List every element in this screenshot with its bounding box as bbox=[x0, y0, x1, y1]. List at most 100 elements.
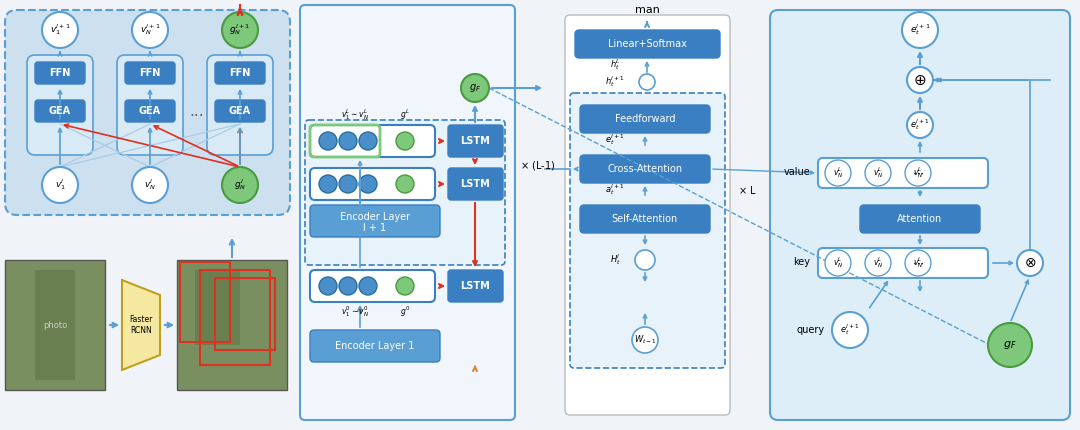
Circle shape bbox=[905, 250, 931, 276]
Circle shape bbox=[42, 12, 78, 48]
Text: GEA: GEA bbox=[49, 106, 71, 116]
Text: value: value bbox=[783, 167, 810, 177]
Text: FFN: FFN bbox=[50, 68, 70, 78]
Text: $v_N^L$: $v_N^L$ bbox=[913, 166, 923, 181]
Text: $v_N^L$: $v_N^L$ bbox=[833, 166, 843, 181]
Text: $g_F$: $g_F$ bbox=[469, 82, 481, 94]
FancyBboxPatch shape bbox=[580, 155, 710, 183]
Circle shape bbox=[339, 175, 357, 193]
Text: $h_t^{l+1}$: $h_t^{l+1}$ bbox=[605, 74, 625, 89]
FancyBboxPatch shape bbox=[207, 55, 273, 155]
Text: photo: photo bbox=[43, 320, 67, 329]
Text: Self-Attention: Self-Attention bbox=[612, 214, 678, 224]
Circle shape bbox=[825, 160, 851, 186]
Text: $e_t^{l+1}$: $e_t^{l+1}$ bbox=[909, 22, 931, 37]
Circle shape bbox=[865, 250, 891, 276]
Text: $\times$ L: $\times$ L bbox=[738, 184, 757, 196]
FancyBboxPatch shape bbox=[27, 55, 93, 155]
FancyBboxPatch shape bbox=[310, 270, 435, 302]
Circle shape bbox=[632, 327, 658, 353]
Bar bbox=[195, 270, 240, 345]
Circle shape bbox=[988, 323, 1032, 367]
FancyBboxPatch shape bbox=[310, 330, 440, 362]
Text: $\cdots$: $\cdots$ bbox=[913, 258, 923, 268]
Text: $g_N^l$: $g_N^l$ bbox=[234, 178, 246, 193]
FancyBboxPatch shape bbox=[125, 62, 175, 84]
Circle shape bbox=[319, 277, 337, 295]
FancyBboxPatch shape bbox=[448, 168, 503, 200]
FancyBboxPatch shape bbox=[580, 205, 710, 233]
Circle shape bbox=[461, 74, 489, 102]
FancyBboxPatch shape bbox=[5, 10, 291, 215]
Circle shape bbox=[396, 175, 414, 193]
Circle shape bbox=[359, 132, 377, 150]
FancyBboxPatch shape bbox=[770, 10, 1070, 420]
Text: Encoder Layer: Encoder Layer bbox=[340, 212, 410, 222]
Text: FFN: FFN bbox=[229, 68, 251, 78]
FancyBboxPatch shape bbox=[117, 55, 183, 155]
Circle shape bbox=[1017, 250, 1043, 276]
Text: GEA: GEA bbox=[229, 106, 251, 116]
Text: $v_N^l$: $v_N^l$ bbox=[144, 178, 156, 193]
FancyBboxPatch shape bbox=[310, 205, 440, 237]
Text: $g_N^{l+1}$: $g_N^{l+1}$ bbox=[229, 22, 251, 37]
Bar bbox=[5, 260, 105, 390]
Text: LSTM: LSTM bbox=[460, 136, 490, 146]
Text: $v_1^l$: $v_1^l$ bbox=[55, 178, 66, 193]
Text: $\times$ (L-1): $\times$ (L-1) bbox=[519, 159, 555, 172]
FancyBboxPatch shape bbox=[570, 93, 725, 368]
Text: $H_t^l$: $H_t^l$ bbox=[609, 252, 620, 267]
Text: man: man bbox=[635, 5, 660, 15]
FancyBboxPatch shape bbox=[818, 248, 988, 278]
Text: $v_N^L$: $v_N^L$ bbox=[833, 255, 843, 270]
Circle shape bbox=[832, 312, 868, 348]
Text: $\cdots$: $\cdots$ bbox=[913, 168, 923, 178]
FancyBboxPatch shape bbox=[305, 120, 505, 265]
FancyBboxPatch shape bbox=[35, 100, 85, 122]
FancyBboxPatch shape bbox=[35, 62, 85, 84]
Text: $v_1^0 \sim v_N^0$: $v_1^0 \sim v_N^0$ bbox=[341, 304, 369, 319]
Text: $g^L$: $g^L$ bbox=[400, 108, 410, 122]
Bar bbox=[215, 278, 275, 350]
Text: $W_{t-1}$: $W_{t-1}$ bbox=[634, 334, 657, 346]
Bar bbox=[200, 270, 270, 365]
Text: $e_t^{l+1}$: $e_t^{l+1}$ bbox=[840, 322, 860, 338]
Text: $v_1^L \sim v_N^L$: $v_1^L \sim v_N^L$ bbox=[341, 108, 369, 123]
Text: $v_N^L$: $v_N^L$ bbox=[913, 255, 923, 270]
Text: l + 1: l + 1 bbox=[364, 223, 387, 233]
Circle shape bbox=[42, 167, 78, 203]
Bar bbox=[35, 270, 75, 380]
Circle shape bbox=[635, 250, 654, 270]
Circle shape bbox=[905, 160, 931, 186]
Circle shape bbox=[319, 175, 337, 193]
Circle shape bbox=[396, 132, 414, 150]
Polygon shape bbox=[122, 280, 160, 370]
Text: $g^0$: $g^0$ bbox=[400, 305, 410, 319]
Text: $a_t^{l+1}$: $a_t^{l+1}$ bbox=[605, 183, 624, 197]
Circle shape bbox=[222, 12, 258, 48]
Text: ...: ... bbox=[190, 104, 204, 119]
FancyBboxPatch shape bbox=[215, 100, 265, 122]
FancyBboxPatch shape bbox=[580, 105, 710, 133]
Circle shape bbox=[865, 160, 891, 186]
Circle shape bbox=[396, 277, 414, 295]
Text: $v_N^{l+1}$: $v_N^{l+1}$ bbox=[139, 22, 160, 37]
Text: Faster
RCNN: Faster RCNN bbox=[130, 315, 152, 335]
Text: FFN: FFN bbox=[139, 68, 161, 78]
FancyBboxPatch shape bbox=[125, 100, 175, 122]
FancyBboxPatch shape bbox=[310, 168, 435, 200]
Circle shape bbox=[222, 167, 258, 203]
FancyBboxPatch shape bbox=[575, 30, 720, 58]
Text: Linear+Softmax: Linear+Softmax bbox=[608, 39, 687, 49]
Circle shape bbox=[359, 175, 377, 193]
FancyBboxPatch shape bbox=[818, 158, 988, 188]
Text: Attention: Attention bbox=[897, 214, 943, 224]
FancyBboxPatch shape bbox=[310, 125, 435, 157]
Bar bbox=[180, 262, 230, 342]
Circle shape bbox=[902, 12, 939, 48]
Circle shape bbox=[825, 250, 851, 276]
FancyBboxPatch shape bbox=[860, 205, 980, 233]
Circle shape bbox=[132, 167, 168, 203]
FancyBboxPatch shape bbox=[565, 15, 730, 415]
Circle shape bbox=[339, 132, 357, 150]
